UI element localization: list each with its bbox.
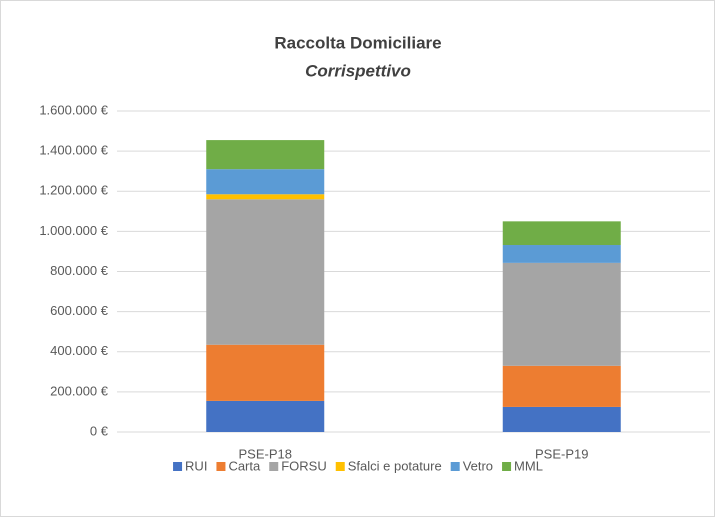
bar-segment (206, 169, 325, 195)
bar-segment (502, 365, 621, 407)
bar-segment (206, 344, 325, 401)
chart-title: Raccolta Domiciliare (274, 33, 441, 52)
y-tick-label: 0 € (90, 423, 109, 438)
bar-segment (502, 262, 621, 366)
legend-swatch (502, 462, 512, 471)
bar-segment (502, 406, 621, 432)
y-tick-label: 1.600.000 € (39, 102, 108, 117)
legend-label: MML (514, 458, 543, 473)
bar-segment (502, 221, 621, 246)
legend-swatch (269, 462, 279, 471)
y-tick-label: 600.000 € (50, 303, 109, 318)
x-tick-label: PSE-P19 (535, 446, 588, 461)
bar-segment (206, 194, 325, 200)
y-tick-label: 200.000 € (50, 383, 109, 398)
legend-swatch (450, 462, 460, 471)
y-tick-label: 400.000 € (50, 343, 109, 358)
y-tick-label: 1.000.000 € (39, 223, 108, 238)
y-tick-label: 800.000 € (50, 263, 109, 278)
y-tick-label: 1.200.000 € (39, 183, 108, 198)
bar-segment (206, 199, 325, 345)
chart-subtitle: Corrispettivo (305, 61, 411, 80)
legend-label: RUI (185, 458, 207, 473)
legend-label: FORSU (281, 458, 327, 473)
legend-label: Sfalci e potature (348, 458, 442, 473)
legend-swatch (173, 462, 183, 471)
legend-label: Vetro (463, 458, 493, 473)
legend-swatch (216, 462, 226, 471)
y-tick-label: 1.400.000 € (39, 143, 108, 158)
bar-segment (206, 400, 325, 432)
legend-label: Carta (228, 458, 261, 473)
legend-swatch (335, 462, 345, 471)
x-tick-label: PSE-P18 (239, 446, 292, 461)
bar-segment (206, 140, 325, 170)
bar-segment (502, 245, 621, 263)
